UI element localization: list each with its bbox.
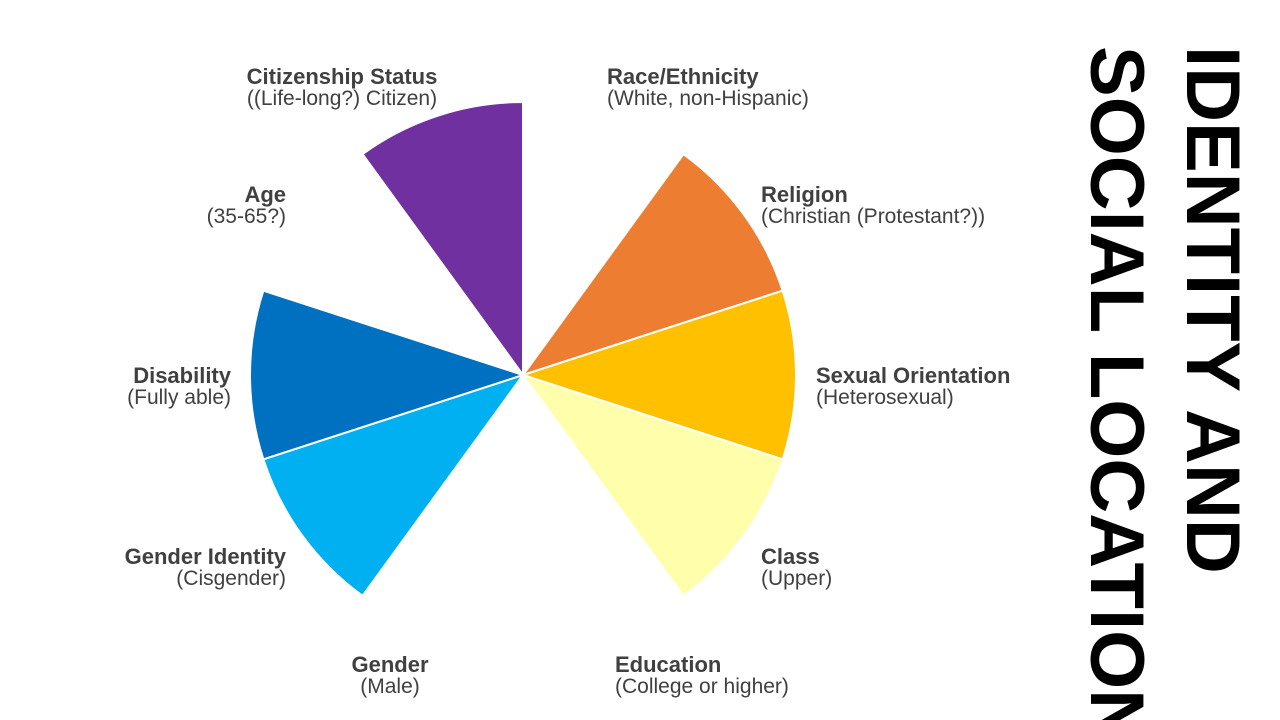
label-race-title: Race/Ethnicity [607,64,759,89]
label-religion-subtitle: (Christian (Protestant?)) [761,205,986,228]
label-citizenship-title: Citizenship Status [246,64,438,89]
label-class: Class (Upper) [761,546,832,590]
label-age-subtitle: (35-65?) [206,205,286,228]
label-education: Education (College or higher) [615,654,789,698]
label-disability-title: Disability [133,363,231,388]
label-sexual-orientation: Sexual Orientation (Heterosexual) [816,365,1010,409]
wedge-disability [249,289,527,461]
label-class-subtitle: (Upper) [761,567,833,590]
wedge-gender-identity [262,373,526,598]
label-gender: Gender (Male) [340,654,440,698]
label-education-subtitle: (College or higher) [615,675,789,698]
label-religion-title: Religion [761,182,848,207]
label-gender-title: Gender [351,652,429,677]
label-gender-subtitle: (Male) [360,675,420,698]
label-race-subtitle: (White, non-Hispanic) [607,87,809,110]
label-education-title: Education [615,652,722,677]
title-line-2: SOCIAL LOCATION [1074,46,1159,720]
label-gender-identity: Gender Identity (Cisgender) [125,546,286,590]
wedge-citizenship [361,100,524,379]
label-citizenship-subtitle: ((Life-long?) Citizen) [246,87,438,110]
label-gender-identity-title: Gender Identity [124,544,286,569]
label-age: Age (35-65?) [207,184,286,228]
label-citizenship: Citizenship Status ((Life-long?) Citizen… [232,66,452,110]
wedge-class [520,373,784,598]
label-sexual-orientation-subtitle: (Heterosexual) [816,386,954,409]
label-sexual-orientation-title: Sexual Orientation [816,363,1011,388]
label-age-title: Age [244,182,286,207]
label-disability-subtitle: (Fully able) [127,386,231,409]
label-race: Race/Ethnicity (White, non-Hispanic) [607,66,809,110]
label-disability: Disability (Fully able) [127,365,231,409]
title-line-1: IDENTITY AND [1170,46,1255,574]
wedge-religion [520,152,784,377]
wedge-sexual-orientation [519,289,797,461]
label-gender-identity-subtitle: (Cisgender) [176,567,286,590]
label-class-title: Class [761,544,820,569]
label-religion: Religion (Christian (Protestant?)) [761,184,985,228]
